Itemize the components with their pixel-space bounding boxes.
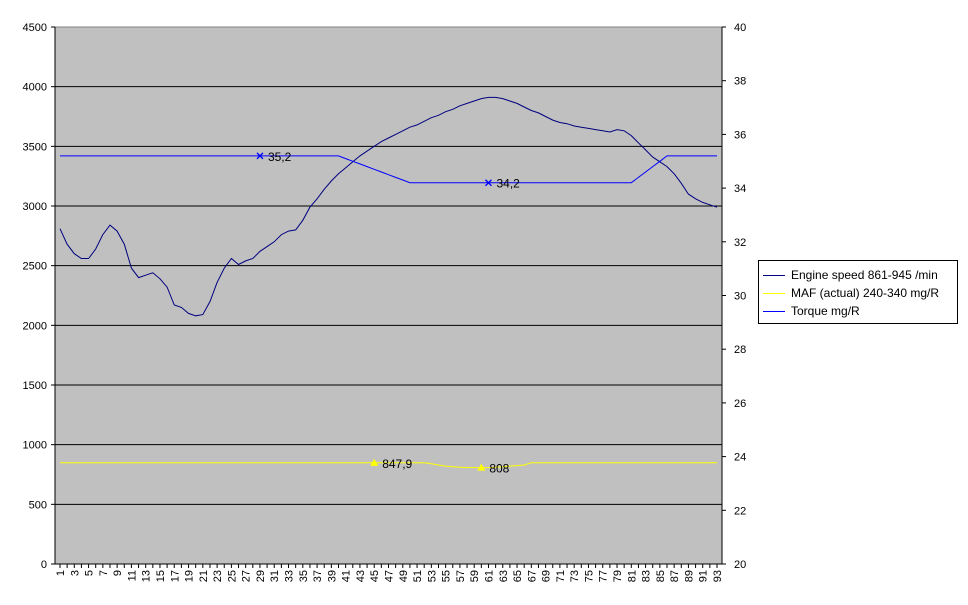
legend-label-engine-speed: Engine speed 861-945 /min <box>791 268 938 282</box>
x-axis: 1 5 9 13 17 21 25 29 33 37 41 45 49 53 57 61 65 69 73 77 81 8… <box>55 563 724 582</box>
legend-label-maf: MAF (actual) 240-340 mg/R <box>791 286 940 300</box>
x-tick-label: 49 <box>398 570 410 582</box>
x-tick-label: 11 <box>126 570 138 581</box>
x-tick-label: 47 <box>384 570 396 582</box>
x-tick-label: 7 <box>98 570 110 576</box>
right-tick-label: 20 <box>734 559 746 571</box>
series-torque-line <box>60 155 717 184</box>
x-tick-label: 83 <box>641 570 653 582</box>
legend-swatch-maf <box>763 292 785 294</box>
data-label-layer: 847,9 808 35,2 34,2 <box>256 150 520 476</box>
x-tick-label: 35 <box>298 570 310 582</box>
legend-swatch-torque <box>763 310 785 312</box>
plot-area <box>54 26 723 565</box>
left-axis: 0 500 1000 1500 2000 2500 3000 3500 4000 4500 <box>23 22 56 571</box>
data-label: 847,9 <box>382 457 412 471</box>
left-tick-label: 4500 <box>23 22 47 34</box>
x-tick-label: 53 <box>426 570 438 582</box>
data-label: 808 <box>489 462 509 476</box>
x-tick-label: 51 <box>412 570 424 582</box>
x-tick-label: 41 <box>341 570 353 582</box>
x-tick-label: 45 <box>369 570 381 582</box>
x-tick-label: 21 <box>198 570 210 582</box>
left-tick-label: 2500 <box>23 261 47 273</box>
x-tick-label: 25 <box>226 570 238 582</box>
data-marker-triangle <box>477 463 486 471</box>
x-tick-label: 77 <box>598 570 610 582</box>
x-tick-label: 1 <box>55 570 67 576</box>
x-tick-label: 81 <box>626 570 638 582</box>
legend-item-maf: MAF (actual) 240-340 mg/R <box>763 285 939 301</box>
right-axis: 20 22 24 26 28 30 32 34 36 38 40 <box>721 22 746 571</box>
x-tick-label: 59 <box>469 570 481 582</box>
x-tick-label: 67 <box>526 570 538 582</box>
x-tick-label: 69 <box>541 570 553 582</box>
left-tick-label: 1500 <box>23 380 47 392</box>
right-tick-label: 28 <box>734 344 746 356</box>
legend-item-engine-speed: Engine speed 861-945 /min <box>763 267 938 283</box>
data-label: 35,2 <box>268 150 292 164</box>
x-tick-label: 91 <box>698 570 710 582</box>
left-tick-label: 2000 <box>23 320 47 332</box>
right-tick-label: 40 <box>734 22 746 34</box>
x-tick-label: 17 <box>169 570 181 582</box>
x-tick-label: 79 <box>612 570 624 582</box>
left-tick-label: 4000 <box>23 82 47 94</box>
gridlines <box>55 86 722 505</box>
x-tick-label: 93 <box>712 570 724 582</box>
x-tick-label: 37 <box>312 570 324 582</box>
series-engine-speed-line <box>59 96 718 317</box>
x-tick-label: 13 <box>141 570 153 582</box>
x-tick-label: 19 <box>184 570 196 582</box>
x-tick-label: 71 <box>555 570 567 582</box>
x-tick-label: 85 <box>655 570 667 582</box>
x-tick-label: 5 <box>84 570 96 576</box>
x-tick-label: 9 <box>112 570 124 576</box>
data-marker-cross <box>485 179 492 187</box>
left-tick-label: 3500 <box>23 141 47 153</box>
data-marker-cross <box>256 152 264 160</box>
x-tick-label: 3 <box>69 570 81 576</box>
right-tick-label: 36 <box>734 129 746 141</box>
x-tick-label: 57 <box>455 570 467 582</box>
legend: Engine speed 861-945 /min MAF (actual) 2… <box>758 260 958 324</box>
x-tick-label: 43 <box>355 570 367 582</box>
x-tick-label: 27 <box>241 570 253 582</box>
data-label: 34,2 <box>496 177 520 191</box>
x-tick-label: 55 <box>441 570 453 582</box>
right-tick-label: 38 <box>734 76 746 88</box>
x-tick-label: 65 <box>512 570 524 582</box>
data-marker-triangle <box>370 458 379 466</box>
legend-swatch-engine-speed <box>763 274 785 276</box>
right-tick-label: 24 <box>734 452 746 464</box>
x-tick-label: 23 <box>212 570 224 582</box>
series-layer <box>59 96 718 469</box>
right-tick-label: 32 <box>734 237 746 249</box>
left-tick-label: 1000 <box>23 440 47 452</box>
x-tick-label: 31 <box>269 570 281 582</box>
right-tick-label: 22 <box>734 505 746 517</box>
x-tick-label: 29 <box>255 570 267 582</box>
right-tick-label: 26 <box>734 398 746 410</box>
legend-label-torque: Torque mg/R <box>791 304 860 318</box>
x-tick-label: 73 <box>569 570 581 582</box>
x-tick-label: 39 <box>326 570 338 582</box>
left-tick-label: 3000 <box>23 201 47 213</box>
legend-item-torque: Torque mg/R <box>763 303 860 319</box>
x-tick-label: 63 <box>498 570 510 582</box>
x-tick-label: 15 <box>155 570 167 582</box>
x-tick-label: 75 <box>583 570 595 582</box>
right-tick-label: 30 <box>734 291 746 303</box>
left-tick-label: 0 <box>41 559 47 571</box>
right-tick-label: 34 <box>734 183 746 195</box>
series-maf-line <box>60 462 717 469</box>
x-tick-label: 33 <box>284 570 296 582</box>
x-tick-label: 61 <box>483 570 495 582</box>
left-tick-label: 500 <box>29 499 47 511</box>
x-tick-label: 89 <box>683 570 695 582</box>
x-tick-label: 87 <box>669 570 681 582</box>
